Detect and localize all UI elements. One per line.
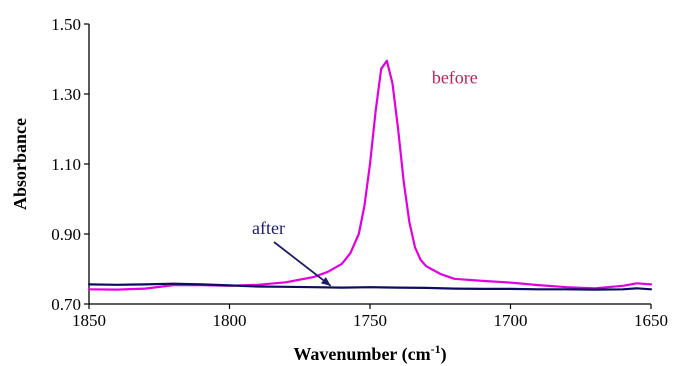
series-line-after [87,282,653,291]
y-ticks: 0.70 0.90 1.10 1.30 1.50 [51,15,89,314]
y-tick-label: 1.50 [51,15,81,34]
annotation-arrowhead [320,277,331,286]
x-tick-label: 1850 [72,311,106,330]
x-axis-title-superscript: -1 [431,342,441,356]
x-axis-title: Wavenumber (cm-1) [293,342,446,365]
series-line-before [87,59,653,291]
series-layer [87,59,653,291]
y-tick-label: 1.10 [51,155,81,174]
y-axis: 0.70 0.90 1.10 1.30 1.50 [51,15,90,314]
annotation-arrow-line [273,241,332,287]
x-tick-label: 1700 [494,311,528,330]
x-ticks: 1850 1800 1750 1700 1650 [72,304,668,330]
y-tick-label: 0.70 [51,295,81,314]
x-tick-label: 1650 [634,311,668,330]
annotation-layer: before after [252,68,478,287]
x-axis: 1850 1800 1750 1700 1650 [72,303,668,330]
x-tick-label: 1750 [353,311,387,330]
y-tick-label: 1.30 [51,85,81,104]
annotation-label-before: before [432,68,478,88]
x-tick-label: 1800 [213,311,247,330]
y-axis-title: Absorbance [10,118,30,210]
y-tick-label: 0.90 [51,225,81,244]
annotation-label-after: after [252,218,285,238]
